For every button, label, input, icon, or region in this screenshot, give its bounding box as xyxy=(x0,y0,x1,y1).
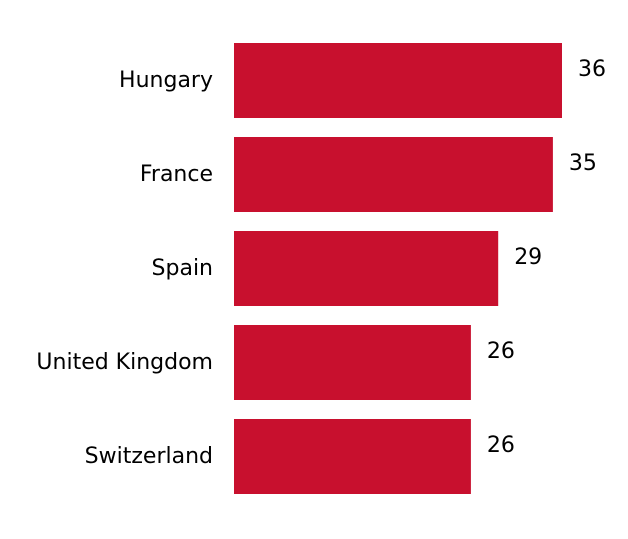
bars-group xyxy=(234,43,562,494)
value-labels-group: 36 35 29 26 26 xyxy=(487,57,606,458)
bar-hungary xyxy=(234,43,562,118)
value-label-united-kingdom: 26 xyxy=(487,339,515,364)
bar-switzerland xyxy=(234,419,471,494)
category-label-switzerland: Switzerland xyxy=(85,444,213,469)
bar-france xyxy=(234,137,553,212)
category-label-united-kingdom: United Kingdom xyxy=(36,350,213,375)
value-label-switzerland: 26 xyxy=(487,433,515,458)
bar-spain xyxy=(234,231,499,306)
value-label-france: 35 xyxy=(569,151,597,176)
category-label-spain: Spain xyxy=(152,256,213,281)
category-label-france: France xyxy=(140,162,213,187)
category-labels-group: Hungary France Spain United Kingdom Switzerl… xyxy=(36,68,213,469)
value-label-spain: 29 xyxy=(514,245,542,270)
bar-united-kingdom xyxy=(234,325,471,400)
value-label-hungary: 36 xyxy=(578,57,606,82)
category-label-hungary: Hungary xyxy=(119,68,213,93)
